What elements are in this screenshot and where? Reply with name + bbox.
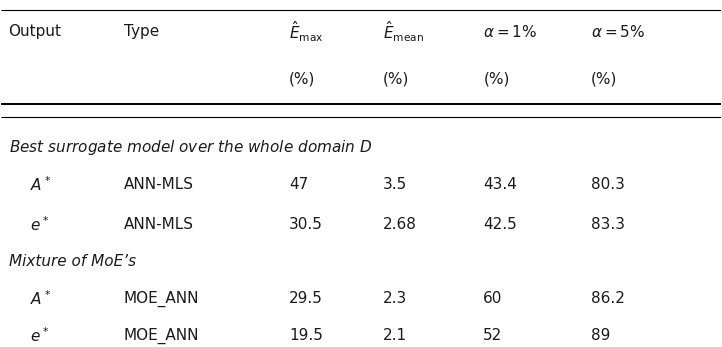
Text: Mixture of MoE’s: Mixture of MoE’s xyxy=(9,254,136,270)
Text: 42.5: 42.5 xyxy=(483,218,517,232)
Text: 30.5: 30.5 xyxy=(289,218,323,232)
Text: 2.68: 2.68 xyxy=(383,218,417,232)
Text: (%): (%) xyxy=(591,71,617,86)
Text: MOE_ANN: MOE_ANN xyxy=(123,328,199,344)
Text: $\alpha = 5\%$: $\alpha = 5\%$ xyxy=(591,24,645,40)
Text: 19.5: 19.5 xyxy=(289,328,323,344)
Text: 80.3: 80.3 xyxy=(591,177,625,192)
Text: ANN-MLS: ANN-MLS xyxy=(123,177,193,192)
Text: (%): (%) xyxy=(383,71,409,86)
Text: 2.3: 2.3 xyxy=(383,291,406,306)
Text: 3.5: 3.5 xyxy=(383,177,406,192)
Text: 60: 60 xyxy=(483,291,503,306)
Text: 83.3: 83.3 xyxy=(591,218,625,232)
Text: 47: 47 xyxy=(289,177,308,192)
Text: $A^*$: $A^*$ xyxy=(30,290,52,308)
Text: Output: Output xyxy=(9,24,61,39)
Text: (%): (%) xyxy=(289,71,316,86)
Text: MOE_ANN: MOE_ANN xyxy=(123,291,199,307)
Text: $A^*$: $A^*$ xyxy=(30,175,52,194)
Text: ANN-MLS: ANN-MLS xyxy=(123,218,193,232)
Text: $e^*$: $e^*$ xyxy=(30,215,49,234)
Text: 52: 52 xyxy=(483,328,503,344)
Text: Type: Type xyxy=(123,24,159,39)
Text: 43.4: 43.4 xyxy=(483,177,517,192)
Text: 2.1: 2.1 xyxy=(383,328,406,344)
Text: $e^*$: $e^*$ xyxy=(30,327,49,345)
Text: 89: 89 xyxy=(591,328,611,344)
Text: (%): (%) xyxy=(483,71,510,86)
Text: $\hat{E}_{\mathrm{mean}}$: $\hat{E}_{\mathrm{mean}}$ xyxy=(383,19,424,44)
Text: Best surrogate model over the whole domain $D$: Best surrogate model over the whole doma… xyxy=(9,138,372,157)
Text: 86.2: 86.2 xyxy=(591,291,625,306)
Text: 29.5: 29.5 xyxy=(289,291,323,306)
Text: $\alpha = 1\%$: $\alpha = 1\%$ xyxy=(483,24,537,40)
Text: $\hat{E}_{\mathrm{max}}$: $\hat{E}_{\mathrm{max}}$ xyxy=(289,19,323,44)
